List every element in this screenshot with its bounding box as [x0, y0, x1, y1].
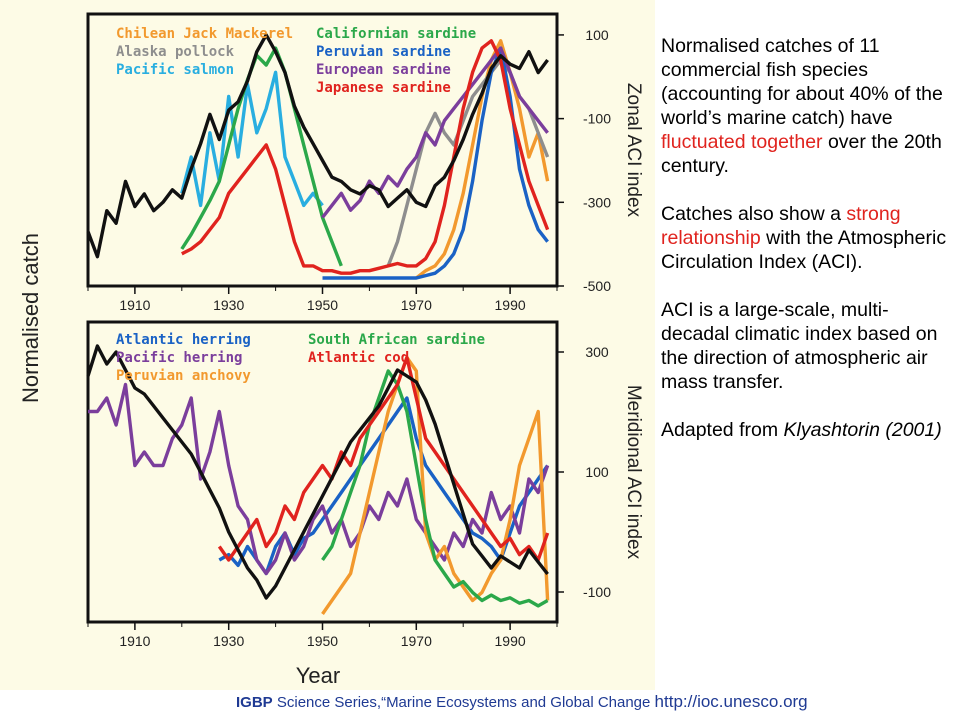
y-axis-label-right: Zonal ACI index [623, 83, 644, 218]
x-tick-label: 1910 [119, 297, 150, 313]
y-right-tick-label: 100 [585, 464, 609, 480]
x-tick-label: 1950 [307, 297, 338, 313]
description-text: Normalised catches of 11 commercial fish… [661, 34, 953, 466]
paragraph-source: Adapted from Klyashtorin (2001) [661, 419, 942, 441]
series-line-pacific-herring [88, 382, 550, 576]
chart-panel-1: 1910 1930 1950 1970 1990 100 -100 -300 -500 Zonal… [86, 12, 644, 313]
legend-entry: Alaska pollock [116, 44, 235, 60]
y-right-tick-label: 100 [585, 27, 609, 43]
highlight-fluctuated: fluctuated together [661, 131, 823, 153]
paragraph-catches: Normalised catches of 11 commercial fish… [661, 35, 943, 177]
y-axis-label-right: Meridional ACI index [623, 385, 644, 560]
y-right-tick-label: -100 [583, 111, 611, 127]
footer-credit: IGBP Science Series,“Marine Ecosystems a… [236, 692, 808, 711]
x-tick-label: 1930 [213, 297, 244, 313]
x-tick-label: 1950 [307, 633, 338, 649]
series-line-south-african-sardine [321, 369, 549, 608]
footer-url[interactable]: http://ioc.unesco.org [654, 692, 808, 711]
series-line-japanese-sardine [181, 39, 550, 275]
legend-entry: Chilean Jack Mackerel [116, 26, 293, 42]
x-tick-label: 1930 [213, 633, 244, 649]
series-line-peruvian-sardine [322, 46, 549, 280]
legend-entry: Atlantic cod [308, 350, 409, 366]
x-tick-label: 1990 [495, 633, 526, 649]
legend-entry: Japanese sardine [316, 80, 451, 96]
legend-entry: Peruvian sardine [316, 44, 451, 60]
y-right-tick-label: -100 [583, 584, 611, 600]
legend-entry: Pacific herring [116, 350, 242, 366]
x-tick-label: 1970 [401, 633, 432, 649]
figure-panel: Normalised catch Year 1910 1930 1950 1970 19… [0, 0, 655, 690]
x-axis-label: Year [296, 663, 340, 688]
legend-entry: Atlantic herring [116, 332, 251, 348]
paragraph-aci: ACI is a large-scale, multi-decadal clim… [661, 299, 938, 393]
series-line-atlantic-cod [217, 355, 550, 562]
paragraph-relationship: Catches also show a strong relationship … [661, 203, 947, 273]
x-tick-label: 1970 [401, 297, 432, 313]
series-line-californian-sardine [180, 46, 343, 267]
plot-frame [86, 320, 559, 624]
legend-entry: Californian sardine [316, 26, 476, 42]
y-right-tick-label: -300 [583, 194, 611, 210]
legend-entry: Peruvian anchovy [116, 368, 251, 384]
series-line-zonal-aci-index-black- [86, 33, 549, 259]
series-line-meridional-aci-index-black- [86, 344, 549, 600]
chart-panel-2: 1910 1930 1950 1970 1990 300 100 -100 Meridional… [86, 320, 644, 649]
fish-catch-aci-chart: Normalised catch Year 1910 1930 1950 1970 19… [18, 12, 644, 688]
y-right-tick-label: 300 [585, 344, 609, 360]
legend-entry: European sardine [316, 62, 451, 78]
series-line-european-sardine [321, 46, 549, 219]
y-axis-label-left: Normalised catch [18, 233, 43, 403]
legend-entry: Pacific salmon [116, 62, 234, 78]
highlight-relationship: strong relationship [661, 203, 901, 249]
legend-entry: South African sardine [308, 332, 485, 348]
source-citation: Klyashtorin (2001) [783, 419, 942, 441]
x-tick-label: 1910 [119, 633, 150, 649]
y-right-tick-label: -500 [583, 278, 611, 294]
x-tick-label: 1990 [495, 297, 526, 313]
series-line-pacific-salmon [180, 70, 324, 208]
